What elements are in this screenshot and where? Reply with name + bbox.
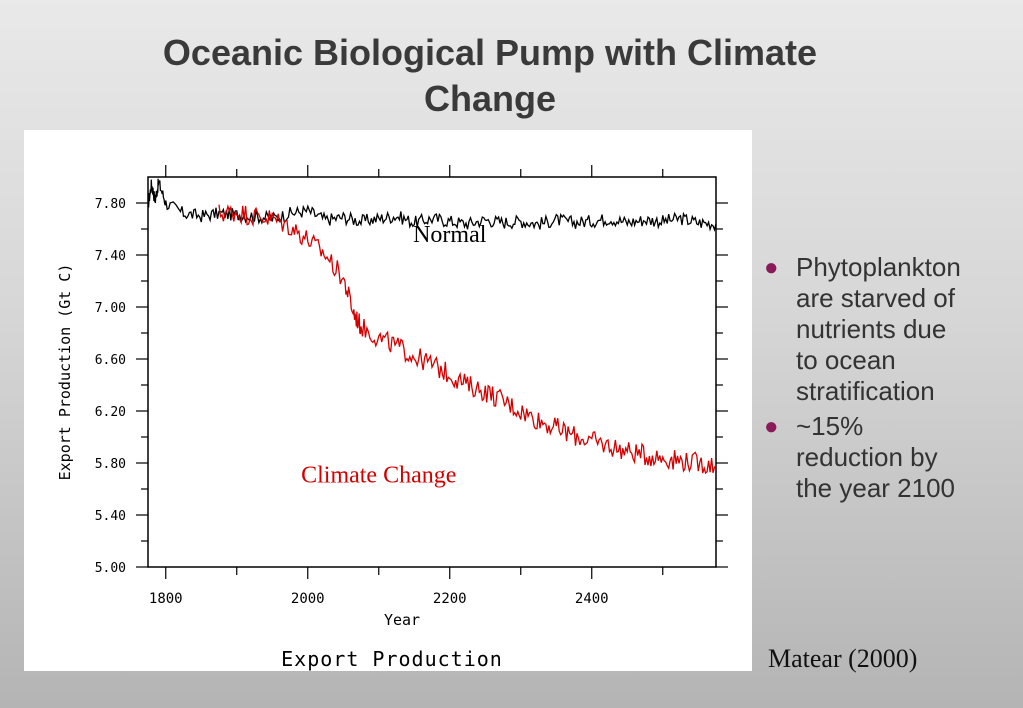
x-tick-label: 2000 <box>291 591 325 607</box>
citation: Matear (2000) <box>768 644 918 673</box>
x-tick-label: 1800 <box>149 591 183 607</box>
y-tick-label: 7.40 <box>95 249 126 264</box>
y-axis-label: Export Production (Gt C) <box>56 264 74 481</box>
y-tick-label: 7.00 <box>95 301 126 316</box>
bullet-line: stratification <box>796 376 935 406</box>
bullet-item: ● Phytoplankton are starved of nutrients… <box>760 252 1015 407</box>
series-line-climate-change <box>218 204 717 475</box>
bullet-line: ~15% <box>796 411 864 441</box>
bullet-line: are starved of <box>796 283 955 313</box>
x-tick-label: 2200 <box>433 591 467 607</box>
x-tick-label: 2400 <box>575 591 609 607</box>
bullet-line: to ocean <box>796 345 896 375</box>
y-tick-label: 5.80 <box>95 457 126 472</box>
bullet-line: nutrients due <box>796 314 947 344</box>
y-tick-label: 5.00 <box>95 561 126 576</box>
x-axis-label: Year <box>384 611 420 629</box>
y-tick-label: 6.60 <box>95 353 126 368</box>
export-production-chart: 1800 2000 2200 2400 5.00 5.40 5.80 6.20 6.60 7.00… <box>56 165 728 671</box>
slide-title-line-1: Oceanic Biological Pump with Climate <box>162 32 818 73</box>
chart-title: Export Production <box>281 647 503 671</box>
slide-title: Oceanic Biological Pump with Climate Cha… <box>40 30 940 122</box>
y-tick-label: 6.20 <box>95 405 126 420</box>
bullet-dot-icon: ● <box>764 413 779 440</box>
bullet-line: reduction by <box>796 442 938 472</box>
annotation-label: Climate Change <box>301 463 456 489</box>
bullet-item: ● ~15% reduction by the year 2100 <box>760 411 1015 504</box>
series-line-normal <box>147 178 717 232</box>
bullet-line: the year 2100 <box>796 473 956 503</box>
y-tick-label: 7.80 <box>95 197 126 212</box>
chart-panel: 1800 2000 2200 2400 5.00 5.40 5.80 6.20 6.60 7.00… <box>24 130 752 671</box>
annotation-label: Normal <box>413 222 487 248</box>
plot-frame <box>147 176 717 568</box>
bullet-dot-icon: ● <box>764 254 779 281</box>
slide-title-line-2: Change <box>423 78 556 119</box>
bullet-line: Phytoplankton <box>796 252 961 282</box>
y-tick-label: 5.40 <box>95 509 126 524</box>
bullet-list: ● Phytoplankton are starved of nutrients… <box>760 252 1015 508</box>
